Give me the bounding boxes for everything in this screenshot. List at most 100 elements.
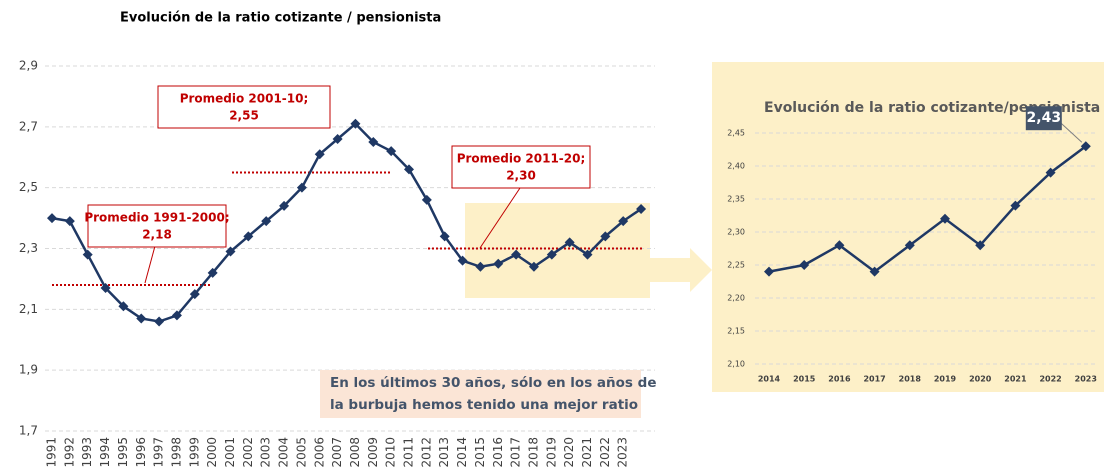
y-tick-label: 2,15 — [727, 327, 745, 336]
x-tick-label: 2009 — [366, 437, 380, 468]
chart-title: Evolución de la ratio cotizante / pensio… — [120, 11, 441, 26]
value-label-box — [1025, 106, 1062, 131]
note-text: la burbuja hemos tenido una mejor ratio — [330, 397, 638, 413]
data-point — [261, 216, 272, 227]
data-point — [764, 266, 774, 277]
note-box — [320, 370, 641, 418]
x-tick-label: 2015 — [793, 375, 816, 384]
x-tick-label: 2005 — [294, 437, 308, 468]
x-tick-label: 2022 — [1039, 375, 1061, 384]
x-tick-label: 2006 — [312, 437, 326, 468]
data-point — [404, 164, 414, 175]
y-tick-label: 2,10 — [727, 360, 745, 369]
x-tick-label: 2016 — [828, 375, 851, 384]
x-tick-label: 1997 — [152, 437, 166, 468]
data-point — [1045, 167, 1056, 178]
annotation-value: 2,30 — [506, 169, 536, 183]
data-point — [564, 237, 575, 248]
annotation-text: Promedio 2011-20; — [457, 152, 586, 166]
y-tick-label: 2,7 — [19, 119, 38, 133]
data-point — [136, 313, 147, 324]
y-tick-label: 2,5 — [19, 180, 38, 194]
x-tick-label: 2014 — [455, 437, 469, 468]
annotation-value: 2,55 — [229, 109, 259, 123]
data-point — [421, 194, 432, 205]
y-tick-label: 2,1 — [19, 302, 38, 316]
data-point — [386, 146, 397, 157]
data-point — [350, 118, 361, 129]
y-tick-label: 2,3 — [19, 241, 38, 255]
note-text: En los últimos 30 años, sólo en los años… — [330, 375, 656, 391]
y-tick-label: 2,25 — [727, 261, 745, 270]
x-tick-label: 2023 — [1075, 375, 1097, 384]
data-point — [493, 258, 504, 269]
x-tick-label: 2022 — [598, 437, 612, 468]
annotation-box — [451, 145, 591, 189]
x-tick-label: 2023 — [616, 437, 630, 468]
x-tick-label: 1991 — [45, 437, 59, 468]
annotation-text: Promedio 2001-10; — [180, 92, 309, 106]
data-point — [834, 240, 845, 251]
data-point — [546, 249, 557, 260]
x-tick-label: 2017 — [509, 437, 523, 468]
x-tick-label: 2020 — [969, 375, 992, 384]
chart-title: Evolución de la ratio cotizante/pensioni… — [764, 100, 1100, 116]
data-point — [225, 246, 236, 257]
y-tick-label: 2,35 — [727, 195, 745, 204]
data-point — [869, 266, 880, 277]
x-tick-label: 1998 — [169, 437, 183, 468]
value-label: 2,43 — [1027, 110, 1062, 126]
data-point — [511, 249, 522, 260]
x-tick-label: 1994 — [98, 437, 112, 468]
data-point — [582, 249, 593, 260]
data-point — [439, 231, 450, 242]
x-tick-label: 2008 — [348, 437, 362, 468]
data-point — [600, 231, 611, 242]
x-tick-label: 2002 — [241, 437, 255, 468]
data-point — [279, 200, 290, 211]
x-tick-label: 2018 — [899, 375, 922, 384]
data-point — [975, 240, 986, 251]
data-point — [47, 213, 57, 224]
y-tick-label: 2,9 — [19, 59, 38, 73]
x-tick-label: 2016 — [491, 437, 505, 468]
x-tick-label: 2007 — [330, 437, 344, 468]
arrow — [650, 248, 712, 292]
series-line — [768, 145, 1087, 274]
data-point — [154, 316, 165, 327]
x-tick-label: 2020 — [562, 437, 576, 468]
leader-line — [479, 187, 521, 249]
data-point — [940, 213, 950, 224]
data-point — [1010, 200, 1021, 211]
data-point — [207, 267, 218, 278]
data-point — [82, 249, 93, 260]
data-point — [618, 216, 629, 227]
y-tick-label: 2,20 — [727, 294, 745, 303]
series-line — [51, 122, 642, 323]
data-point — [189, 289, 200, 300]
x-tick-label: 1996 — [134, 437, 148, 468]
x-tick-label: 2019 — [934, 375, 957, 384]
data-point — [314, 149, 325, 160]
x-tick-label: 2018 — [526, 437, 540, 468]
y-tick-label: 2,30 — [727, 228, 745, 237]
data-point — [1080, 141, 1091, 152]
x-tick-label: 2015 — [473, 437, 487, 468]
x-tick-label: 1993 — [80, 437, 94, 468]
x-tick-label: 2000 — [205, 437, 219, 468]
x-tick-label: 2011 — [402, 437, 416, 468]
data-point — [475, 261, 486, 272]
y-tick-label: 2,45 — [727, 129, 745, 138]
data-point — [799, 260, 810, 270]
x-tick-label: 2019 — [544, 437, 558, 468]
x-tick-label: 2012 — [419, 437, 433, 468]
x-tick-label: 2004 — [277, 437, 291, 468]
data-point — [100, 283, 111, 294]
y-tick-label: 1,9 — [19, 363, 38, 377]
annotation-text: Promedio 1991-2000; — [84, 211, 229, 225]
y-tick-label: 2,40 — [727, 162, 745, 171]
x-tick-label: 2003 — [259, 437, 273, 468]
annotation-box — [87, 204, 227, 248]
annotation-box — [157, 85, 331, 129]
x-tick-label: 2010 — [384, 437, 398, 468]
